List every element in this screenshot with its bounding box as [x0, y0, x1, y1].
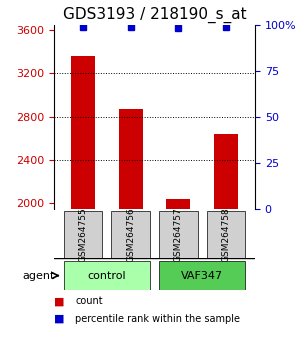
Text: ■: ■: [54, 296, 64, 307]
FancyBboxPatch shape: [159, 261, 245, 290]
FancyBboxPatch shape: [159, 211, 198, 258]
Text: GSM264758: GSM264758: [222, 207, 231, 262]
Text: agent: agent: [22, 270, 55, 281]
Text: GSM264756: GSM264756: [126, 207, 135, 262]
Bar: [167, 199, 191, 209]
Text: control: control: [87, 270, 126, 281]
Text: VAF347: VAF347: [181, 270, 224, 281]
Bar: [118, 109, 142, 209]
Bar: [214, 134, 238, 209]
FancyBboxPatch shape: [111, 211, 150, 258]
FancyBboxPatch shape: [64, 261, 150, 290]
FancyBboxPatch shape: [64, 211, 102, 258]
Bar: [71, 56, 95, 209]
Text: ■: ■: [54, 314, 64, 324]
FancyBboxPatch shape: [207, 211, 245, 258]
Text: percentile rank within the sample: percentile rank within the sample: [75, 314, 240, 324]
Text: GSM264757: GSM264757: [174, 207, 183, 262]
Title: GDS3193 / 218190_s_at: GDS3193 / 218190_s_at: [63, 7, 246, 23]
Text: GSM264755: GSM264755: [78, 207, 87, 262]
Text: count: count: [75, 296, 103, 307]
